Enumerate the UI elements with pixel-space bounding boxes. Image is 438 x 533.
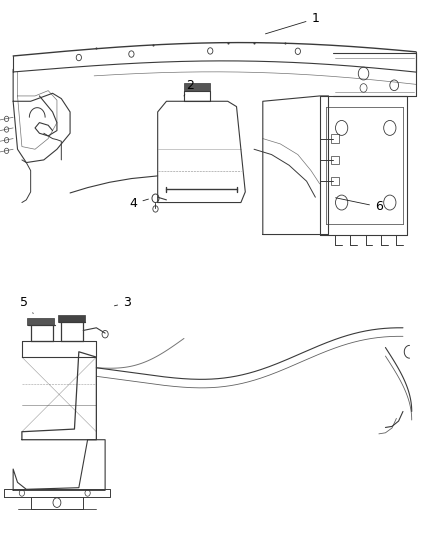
Text: 3: 3 — [114, 296, 131, 309]
Text: 4: 4 — [130, 197, 148, 210]
Text: 6: 6 — [336, 198, 383, 213]
Bar — [27, 318, 54, 325]
Bar — [184, 83, 210, 91]
Text: 1: 1 — [265, 12, 319, 34]
Bar — [331, 177, 339, 185]
Bar — [331, 134, 339, 143]
Bar — [331, 156, 339, 164]
Text: 2: 2 — [184, 79, 194, 96]
Text: 5: 5 — [20, 296, 33, 313]
Bar — [58, 315, 85, 322]
